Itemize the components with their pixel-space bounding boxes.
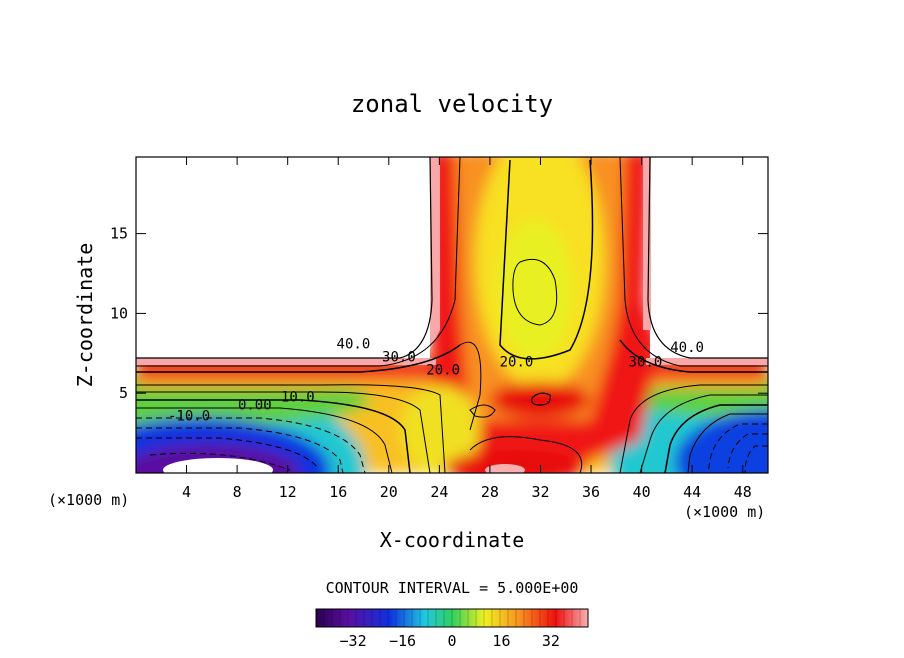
x-tick-label: 4 [182,483,191,501]
colorbar-tick-label: 32 [542,632,560,650]
contour-label: 0.00 [238,397,272,413]
contour-label: 10.0 [281,389,315,405]
colorbar-stripes [323,609,581,627]
x-tick-label: 12 [279,483,297,501]
x-unit-right: (×1000 m) [684,503,765,521]
center-red-core [490,382,590,418]
x-tick-label: 40 [633,483,651,501]
white-hole [163,458,273,473]
contour-label: 40.0 [337,337,371,353]
white-region-left [136,157,430,358]
contour-labels: 40.0 30.0 20.0 10.0 0.00 -10.0 20.0 30.0 40.0 [168,337,704,425]
left-yellow-lobe [400,385,480,473]
x-tick-label: 32 [531,483,549,501]
plot-frame [135,156,769,474]
white-region-right [650,157,768,358]
y-axis-label: Z-coordinate [73,243,97,388]
contour-interval: CONTOUR INTERVAL = 5.000E+00 [326,579,579,597]
colorbar-tick-label: −16 [389,632,416,650]
y-tick-label: 15 [110,225,128,243]
x-tick-label: 36 [582,483,600,501]
y-axis-ticks: 5 10 15 [110,225,768,402]
contour-label: 30.0 [629,354,663,370]
x-tick-label: 8 [233,483,242,501]
x-tick-label: 48 [734,483,752,501]
colorbar [315,608,589,628]
colorbar-tick-label: 0 [447,632,456,650]
velocity-field [136,157,768,473]
x-tick-label: 28 [481,483,499,501]
x-tick-label: 24 [430,483,448,501]
contour-label: 20.0 [426,362,460,378]
colorbar-ticks: −32 −16 0 16 32 [340,632,560,650]
chart-title: zonal velocity [351,90,553,118]
contour-lines [136,157,768,473]
bottom-red-core [445,450,585,473]
x-tick-label: 20 [380,483,398,501]
bottom-pink-core [485,464,525,473]
x-axis-label: X-coordinate [380,528,525,552]
y-tick-label: 5 [119,384,128,402]
x-axis-ticks: 4 8 12 16 20 24 28 32 36 40 44 48 [182,157,752,501]
pink-edge-right [646,358,768,365]
x-unit-left: (×1000 m) [48,491,129,509]
contour-label: 20.0 [500,354,534,370]
x-tick-label: 16 [329,483,347,501]
contour-label: 40.0 [670,340,704,356]
contour-label: 30.0 [382,349,416,365]
colorbar-tick-label: 16 [492,632,510,650]
right-cell-blue [675,410,768,473]
contour-lines-negative [136,417,768,473]
x-tick-label: 44 [683,483,701,501]
pink-edge-left [136,358,436,365]
contour-label: -10.0 [168,409,210,425]
plume-yellow-inner [497,220,573,360]
white-region-left-corner [380,300,430,358]
y-tick-label: 10 [110,304,128,322]
colorbar-tick-label: −32 [340,632,367,650]
